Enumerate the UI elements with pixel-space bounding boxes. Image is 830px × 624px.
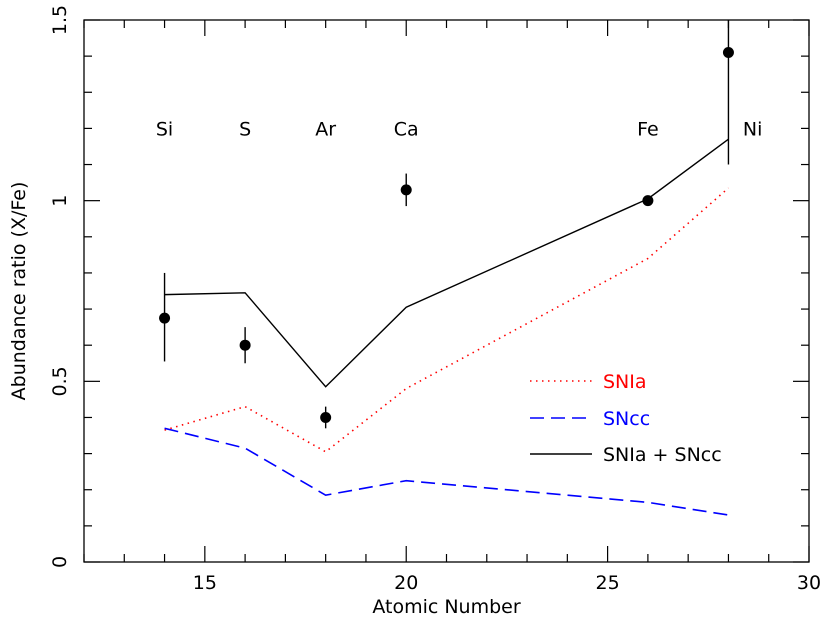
series-line-2 <box>164 138 729 388</box>
x-tick-label: 30 <box>797 572 821 594</box>
x-axis-label: Atomic Number <box>372 596 521 618</box>
y-tick-label: 0 <box>49 556 71 568</box>
legend-label: SNIa + SNcc <box>603 444 722 466</box>
y-tick-label: 0.5 <box>49 366 71 396</box>
data-point <box>159 312 171 324</box>
plot-frame <box>83 19 810 563</box>
element-labels: Si S Ar Ca Fe Ni <box>156 118 762 140</box>
y-tick-label: 1.5 <box>49 5 71 35</box>
model-series <box>164 138 729 516</box>
element-label-s: S <box>239 118 251 140</box>
element-label-ca: Ca <box>394 118 419 140</box>
observed-points <box>159 20 734 429</box>
data-point <box>642 195 654 207</box>
y-axis-label: Abundance ratio (X/Fe) <box>8 182 30 401</box>
data-point <box>320 411 332 423</box>
y-tick-label: 1 <box>49 195 71 207</box>
x-tick-label: 15 <box>193 572 217 594</box>
series-line-1 <box>164 427 729 516</box>
element-label-fe: Fe <box>637 118 659 140</box>
element-label-ni: Ni <box>743 118 763 140</box>
axis-ticks <box>83 19 810 563</box>
data-point <box>239 339 251 351</box>
series-line-0 <box>164 187 729 453</box>
legend: SNIa SNcc SNIa + SNcc <box>530 371 722 466</box>
legend-label: SNIa <box>603 371 647 393</box>
data-point <box>400 184 412 196</box>
tick-labels: 15 20 25 30 0 0.5 1 1.5 <box>49 5 821 594</box>
element-label-si: Si <box>156 118 173 140</box>
element-label-ar: Ar <box>315 118 336 140</box>
x-tick-label: 25 <box>596 572 620 594</box>
data-point <box>722 47 734 59</box>
x-tick-label: 20 <box>394 572 418 594</box>
legend-label: SNcc <box>603 408 650 430</box>
